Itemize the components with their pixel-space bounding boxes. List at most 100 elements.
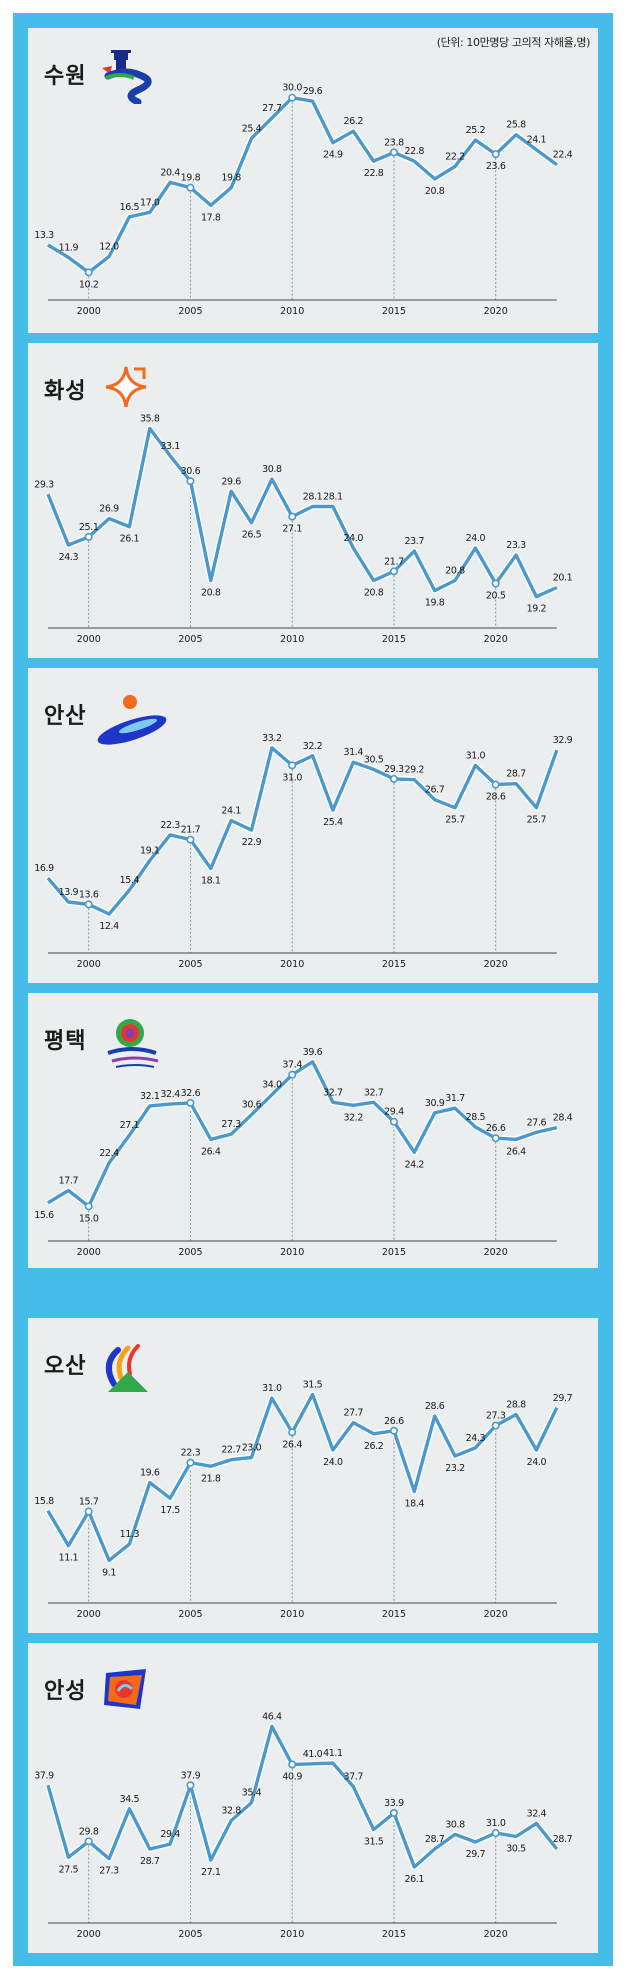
data-label: 32.2 [343,1112,363,1123]
data-label: 31.7 [445,1093,465,1104]
data-label: 20.8 [445,565,465,576]
data-label: 29.4 [384,1107,404,1118]
data-point-marker [491,150,500,159]
data-label: 26.6 [486,1123,506,1134]
data-label: 26.4 [282,1439,302,1450]
data-label: 32.8 [221,1806,241,1817]
data-label: 11.1 [59,1553,79,1564]
chart-canvas: 2000 2005 2010 2015 2020 13.3 11.9 10.2 12.0 16.5… [34,83,573,317]
data-label: 24.3 [466,1433,486,1444]
data-label: 31.0 [466,750,486,761]
data-label: 32.9 [553,735,573,746]
data-label: 19.8 [221,173,241,184]
x-tick-label: 2000 [77,959,101,970]
data-label: 27.7 [262,103,282,114]
data-label: 16.5 [120,202,140,213]
data-label: 28.4 [553,1113,573,1124]
data-label: 29.7 [466,1849,486,1860]
data-label: 19.8 [181,173,201,184]
x-tick-label: 2015 [382,1247,406,1258]
data-point-marker [389,567,398,576]
data-label: 21.7 [384,556,404,567]
data-label: 35.4 [242,1788,262,1799]
x-tick-label: 2020 [484,959,508,970]
data-label: 20.8 [201,587,221,598]
data-label: 30.6 [181,466,201,477]
chart-canvas: 2000 2005 2010 2015 2020 37.9 27.5 29.8 27.3 34.5… [34,1711,573,1940]
data-point-marker [288,1428,297,1437]
data-label: 27.3 [221,1119,241,1130]
data-label: 37.7 [343,1772,363,1783]
data-label: 27.7 [343,1408,363,1419]
data-label: 26.9 [99,504,119,515]
data-label: 37.9 [181,1770,201,1781]
data-label: 28.1 [303,491,323,502]
data-label: 17.5 [160,1505,180,1516]
data-label: 15.8 [34,1496,54,1507]
data-label: 26.4 [506,1146,526,1157]
data-point-marker [84,1837,93,1846]
ansan-logo-icon [90,692,170,752]
data-label: 24.2 [405,1159,425,1170]
data-label: 26.2 [343,116,363,127]
data-label: 34.0 [262,1080,282,1091]
pyeongtaek-logo-icon [102,1015,160,1079]
x-tick-label: 2010 [280,306,304,317]
data-label: 24.0 [343,533,363,544]
chart-panel-suwon: (단위: 10만명당 고의적 자해율,명) 수원 2000 2005 2010 201… [28,28,598,333]
chart-panel-anseong: 안성 2000 2005 2010 2015 2020 37.9 27.5 29.8 27.3 3… [28,1643,598,1953]
data-label: 25.7 [527,815,547,826]
data-label: 28.6 [486,792,506,803]
data-label: 19.2 [527,604,547,615]
chart-title: 평택 [44,1029,87,1054]
data-label: 41.1 [323,1748,343,1759]
data-label: 17.8 [201,212,221,223]
data-label: 32.7 [323,1087,343,1098]
data-label: 27.1 [282,524,302,535]
data-label: 27.3 [99,1866,119,1877]
data-label: 30.8 [262,464,282,475]
data-label: 13.6 [79,889,99,900]
chart-canvas: 2000 2005 2010 2015 2020 16.9 13.9 13.6 12.4 15.4… [34,733,573,970]
data-label: 32.1 [140,1091,160,1102]
x-tick-label: 2015 [382,634,406,645]
chart-canvas: 2000 2005 2010 2015 2020 15.6 17.7 15.0 22.4 27.1… [34,1047,573,1258]
data-label: 26.6 [384,1416,404,1427]
data-label: 15.4 [120,875,140,886]
data-label: 30.6 [242,1100,262,1111]
data-label: 24.3 [59,552,79,563]
data-label: 24.1 [527,135,547,146]
unit-label: (단위: 10만명당 고의적 자해율,명) [436,36,591,49]
data-label: 26.5 [242,530,262,541]
data-label: 27.3 [486,1411,506,1422]
data-label: 46.4 [262,1711,282,1722]
data-label: 23.8 [384,137,404,148]
data-point-marker [186,183,195,192]
data-label: 24.9 [323,150,343,161]
x-tick-label: 2005 [178,1609,202,1620]
data-point-marker [491,780,500,789]
data-point-marker [389,148,398,157]
data-label: 39.6 [303,1047,323,1058]
data-label: 26.7 [425,785,445,796]
data-label: 26.1 [405,1874,425,1885]
chart-panel-osan: 오산 2000 2005 2010 2015 2020 15.8 11.1 15.7 9.1 11… [28,1318,598,1633]
x-tick-label: 2005 [178,634,202,645]
x-tick-label: 2000 [77,1609,101,1620]
data-point-marker [288,1070,297,1079]
data-label: 26.1 [120,534,140,545]
data-label: 37.9 [34,1770,54,1781]
x-tick-label: 2010 [280,1247,304,1258]
data-label: 16.9 [34,863,54,874]
chart-canvas: 2000 2005 2010 2015 2020 29.3 24.3 25.126.9 26.1… [34,413,573,645]
data-label: 29.4 [160,1829,180,1840]
data-label: 26.2 [364,1441,384,1452]
data-label: 17.7 [59,1175,79,1186]
data-label: 35.8 [140,413,160,424]
series-line [46,426,558,599]
data-label: 28.8 [506,1399,526,1410]
chart-title: 안성 [44,1679,87,1704]
data-label: 23.3 [506,540,526,551]
x-tick-label: 2010 [280,1609,304,1620]
data-label: 25.4 [323,817,343,828]
